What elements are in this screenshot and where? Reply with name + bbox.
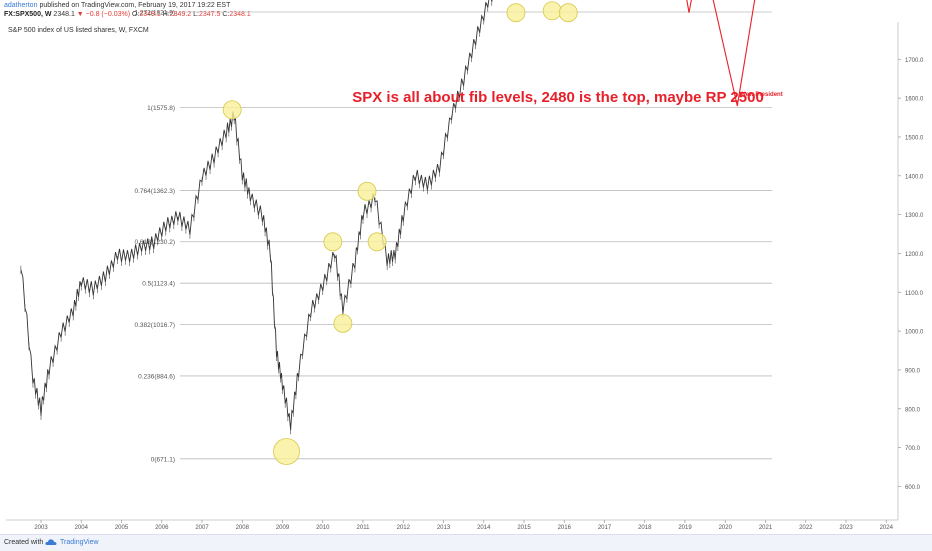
author-link[interactable]: adatherton xyxy=(4,2,38,9)
fib-level-label: 1.272(1821.9) xyxy=(135,9,175,16)
y-tick-label: 1500.0 xyxy=(905,135,924,141)
x-tick-label: 2021 xyxy=(759,525,773,531)
low-label: L: xyxy=(193,11,199,18)
highlight-circle xyxy=(367,232,387,252)
x-tick-label: 2010 xyxy=(316,525,330,531)
x-tick-label: 2004 xyxy=(75,525,89,531)
y-tick-label: 1600.0 xyxy=(905,97,924,103)
open-value: 2348.1 xyxy=(139,11,161,18)
highlight-circle xyxy=(333,313,353,333)
y-tick-label: 1100.0 xyxy=(905,291,924,297)
highlight-circle xyxy=(323,232,343,252)
tradingview-cloud-icon xyxy=(45,539,57,545)
x-tick-label: 2007 xyxy=(195,525,209,531)
y-tick-label: 1200.0 xyxy=(905,252,924,258)
last-price: 2348.1 xyxy=(53,11,75,18)
x-tick-label: 2024 xyxy=(880,525,894,531)
x-tick-label: 2014 xyxy=(477,525,491,531)
high-label: H: xyxy=(162,11,170,18)
projection-annotation: New President xyxy=(741,92,782,98)
x-tick-label: 2012 xyxy=(397,525,411,531)
y-tick-label: 800.0 xyxy=(905,407,921,413)
highlight-circle xyxy=(558,3,578,23)
chart-title: SPX is all about fib levels, 2480 is the… xyxy=(352,89,764,106)
y-tick-label: 700.0 xyxy=(905,446,921,452)
highlight-circle xyxy=(222,100,242,120)
x-tick-label: 2017 xyxy=(598,525,612,531)
x-tick-label: 2011 xyxy=(357,525,371,531)
chart-subtitle: S&P 500 index of US listed shares, W, FX… xyxy=(8,27,149,34)
ohlc-line: FX:SPX500, W 2348.1 ▼ −0.8 (−0.03%) O:23… xyxy=(4,11,251,18)
close-value: 2348.1 xyxy=(229,11,251,18)
fib-level-label: 1(1575.8) xyxy=(147,105,175,112)
y-tick-label: 600.0 xyxy=(905,485,921,491)
chart-header: adatherton published on TradingView.com,… xyxy=(0,0,932,24)
publish-info: published on TradingView.com, February 1… xyxy=(39,2,231,9)
x-tick-label: 2022 xyxy=(799,525,813,531)
fib-level-label: 0.236(884.6) xyxy=(138,373,175,380)
low-value: 2347.5 xyxy=(198,11,221,18)
footer-bar: Created with TradingView xyxy=(0,534,932,551)
x-tick-label: 2020 xyxy=(719,525,733,531)
projection-path xyxy=(686,0,756,107)
y-tick-label: 900.0 xyxy=(905,368,921,374)
x-tick-label: 2005 xyxy=(115,525,129,531)
tradingview-brand[interactable]: TradingView xyxy=(60,539,99,546)
symbol-label[interactable]: FX:SPX500, W xyxy=(4,11,52,18)
x-tick-label: 2013 xyxy=(437,525,451,531)
y-tick-label: 1000.0 xyxy=(905,330,924,336)
fib-level-label: 0.764(1362.3) xyxy=(135,188,175,195)
x-tick-label: 2019 xyxy=(678,525,692,531)
y-tick-label: 1300.0 xyxy=(905,213,924,219)
highlight-circle xyxy=(273,438,300,465)
fib-level-label: 0.5(1123.4) xyxy=(142,281,175,288)
price-series-line xyxy=(20,0,493,431)
x-tick-label: 2016 xyxy=(558,525,572,531)
x-tick-label: 2003 xyxy=(34,525,48,531)
highlight-circle xyxy=(506,3,526,23)
created-with-label: Created with xyxy=(4,539,44,546)
x-tick-label: 2023 xyxy=(839,525,853,531)
close-label: C: xyxy=(222,11,230,18)
high-value: 2349.2 xyxy=(169,11,192,18)
x-tick-label: 2008 xyxy=(236,525,250,531)
fib-level-label: 0.382(1016.7) xyxy=(135,322,175,329)
x-tick-label: 2009 xyxy=(276,525,290,531)
open-label: O: xyxy=(132,11,140,18)
publish-line: adatherton published on TradingView.com,… xyxy=(4,2,230,9)
highlight-circle xyxy=(542,1,562,21)
price-change: ▼ −0.8 (−0.03%) xyxy=(76,11,131,18)
y-tick-label: 1700.0 xyxy=(905,58,924,64)
y-tick-label: 1400.0 xyxy=(905,174,924,180)
x-tick-label: 2015 xyxy=(517,525,531,531)
price-chart[interactable]: 600.0 700.0 800.0 900.0 1000.0 1100.0 1200.0 13… xyxy=(0,0,932,534)
highlight-circle xyxy=(357,181,377,201)
fib-level-label: 0(671.1) xyxy=(151,456,175,463)
x-tick-label: 2018 xyxy=(638,525,652,531)
x-tick-label: 2006 xyxy=(155,525,169,531)
